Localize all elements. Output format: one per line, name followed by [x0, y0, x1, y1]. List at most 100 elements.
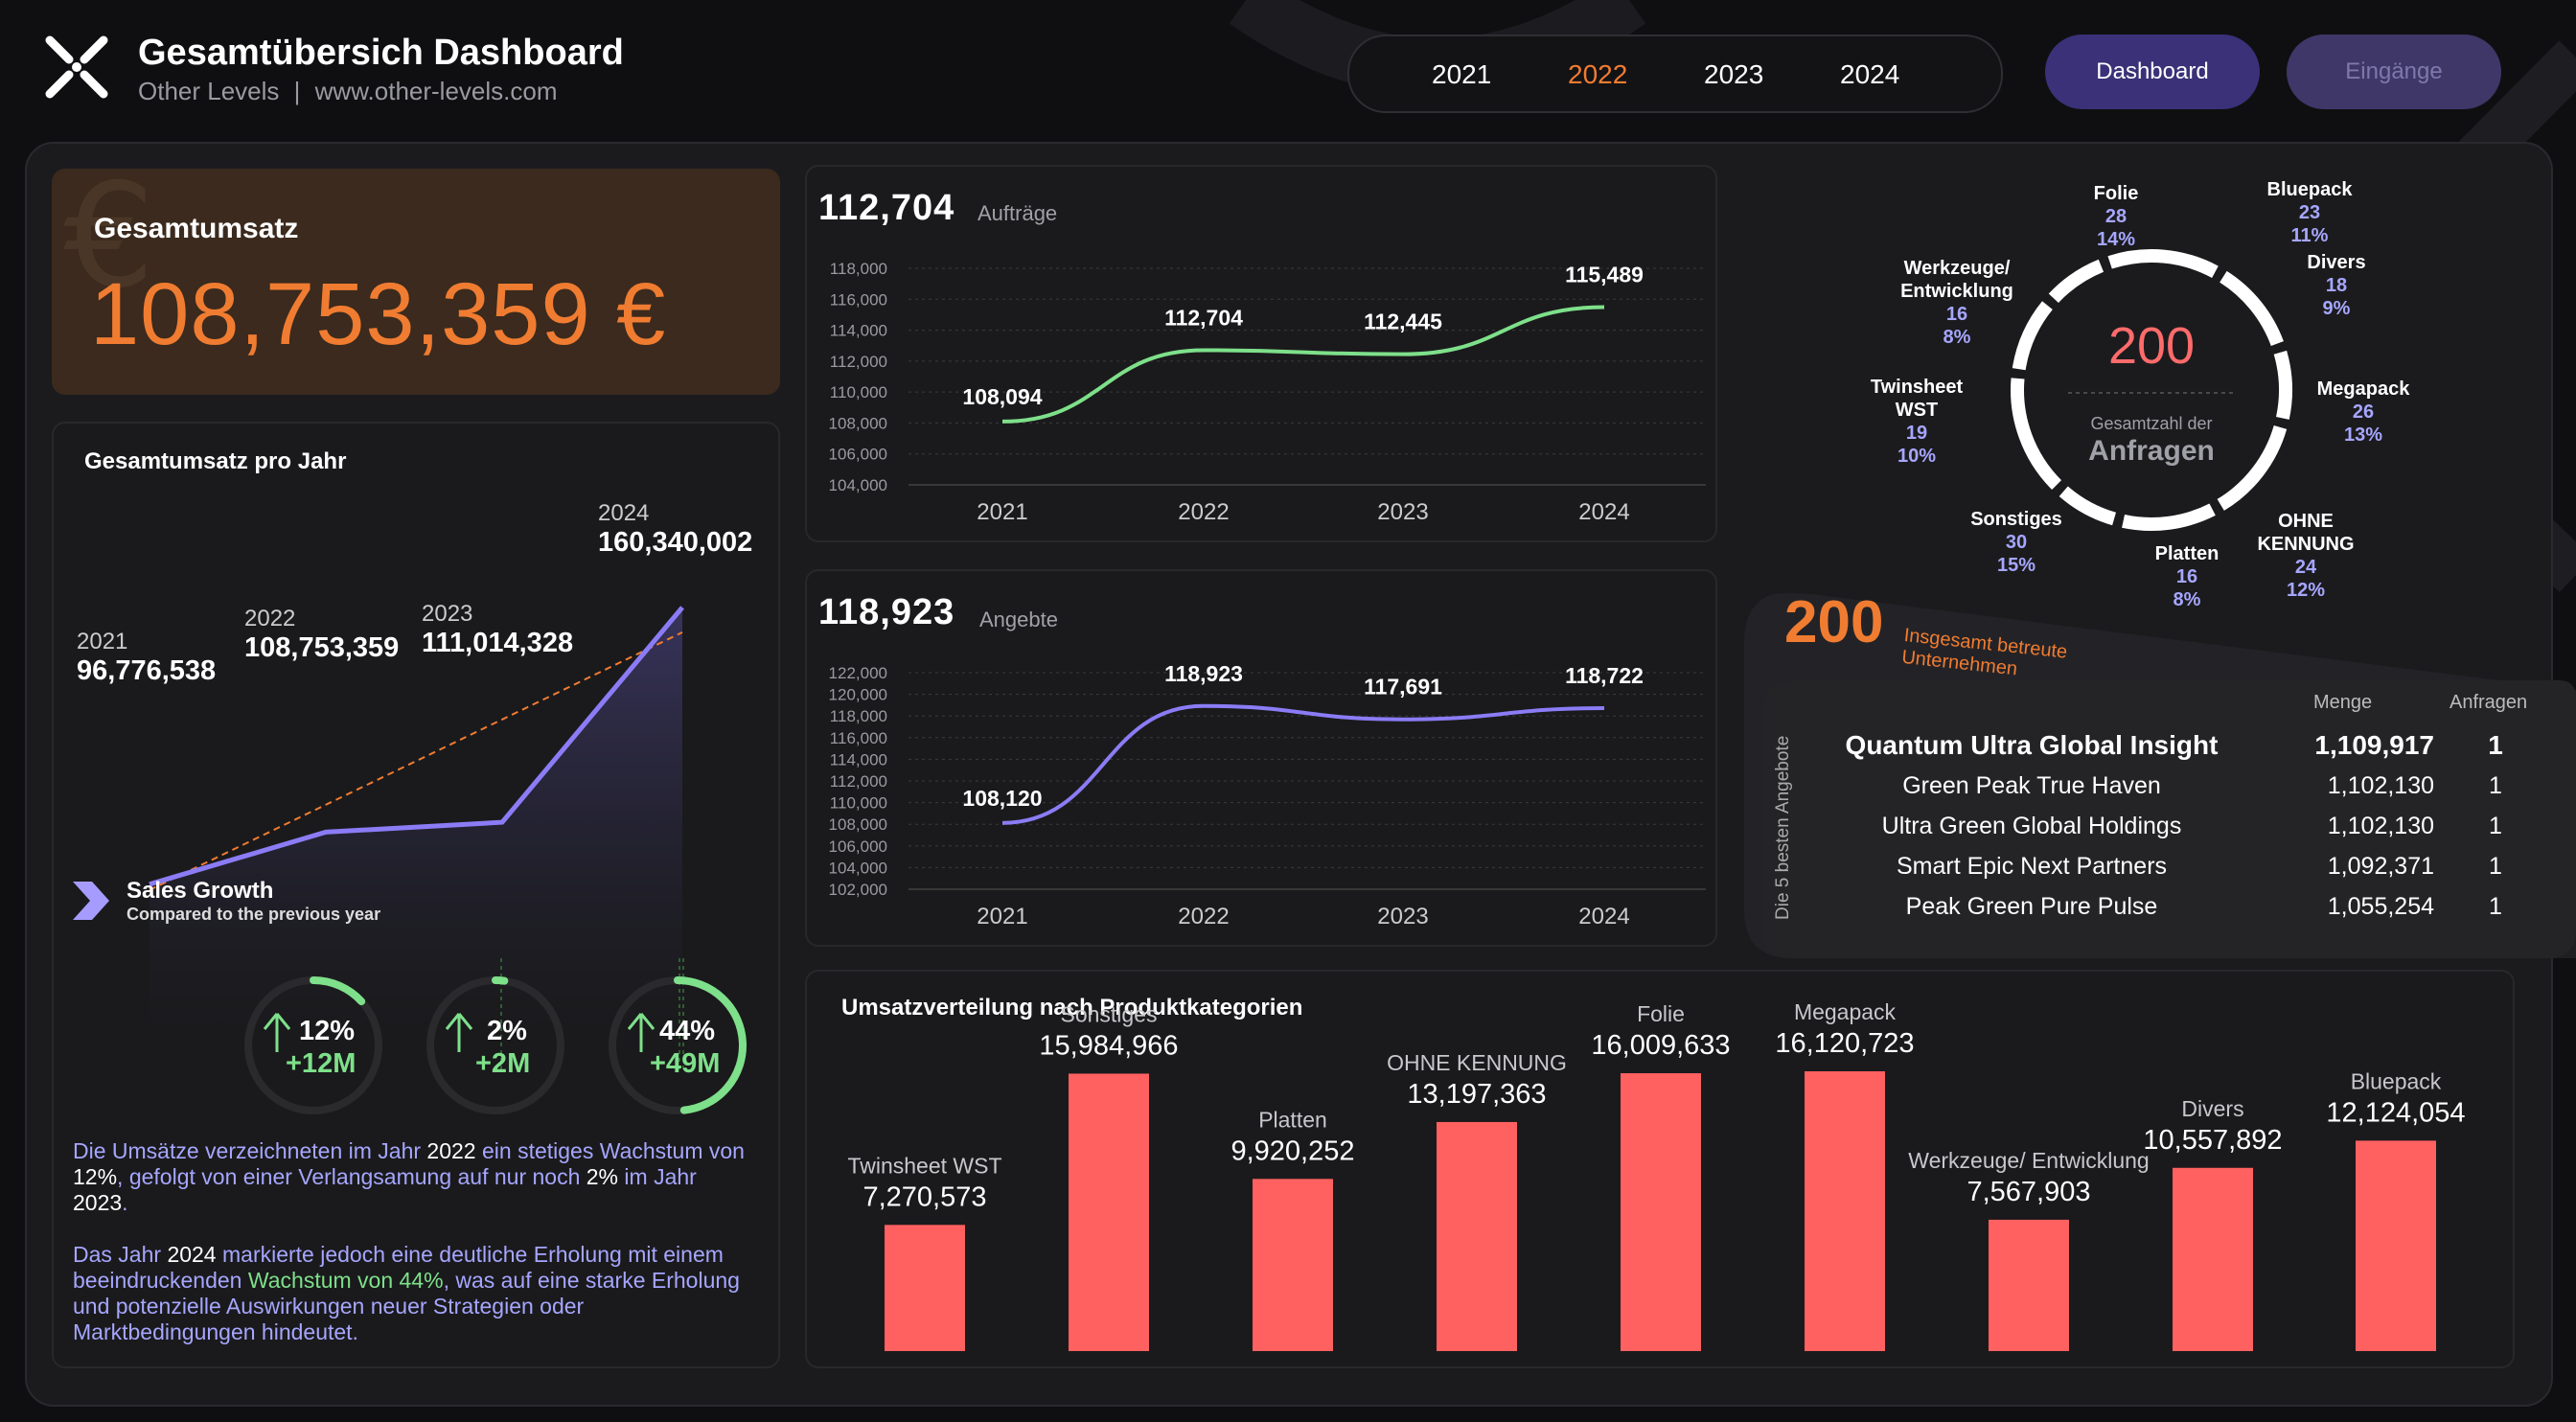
anfragen-label-1: Gesamtzahl der: [2090, 414, 2213, 433]
y-tick-label: 118,000: [830, 260, 887, 278]
yearly-revenue-title: Gesamtumsatz pro Jahr: [84, 448, 347, 474]
y-tick-label: 114,000: [830, 750, 887, 768]
bar-category-label: Megapack: [1794, 999, 1897, 1024]
svg-text:€: €: [63, 171, 154, 314]
growth-description-2: Das Jahr 2024 markierte jedoch eine deut…: [73, 1242, 740, 1344]
donut-segment: [2122, 503, 2216, 531]
ring-progress: [492, 976, 509, 985]
data-label: 115,489: [1565, 263, 1644, 287]
growth-ring-2022-gauge: [244, 976, 382, 1114]
data-label: 108,120: [962, 786, 1042, 811]
bar: [1069, 1073, 1149, 1351]
y-tick-label: 108,000: [829, 414, 887, 432]
yearly-area-chart: [149, 606, 684, 1073]
arrow-up-icon: [263, 1013, 291, 1052]
top5-row-name[interactable]: Quantum Ultra Global Insight: [1845, 730, 2219, 760]
donut-label-name: KENNUNG: [2257, 534, 2355, 555]
donut-label-count: 19: [1905, 423, 1928, 444]
brand-url[interactable]: www.other-levels.com: [314, 77, 558, 105]
bar: [1253, 1179, 1333, 1351]
top5-row-menge: 1,102,130: [2327, 772, 2434, 799]
top5-row-name[interactable]: Green Peak True Haven: [1902, 772, 2161, 799]
donut-label-count: 16: [2175, 566, 2198, 587]
donut-label-count: 26: [2352, 401, 2375, 423]
bar: [1437, 1121, 1517, 1351]
bar: [1805, 1071, 1885, 1351]
donut-segment: [2107, 249, 2219, 278]
total-revenue-label: Gesamtumsatz: [94, 213, 299, 244]
donut-label-name: Divers: [2307, 252, 2366, 273]
x-tick-label: 2023: [1377, 499, 1428, 525]
year-value-2023: 111,014,328: [422, 628, 574, 658]
donut-label: Bluepack 23 11%: [2252, 178, 2367, 247]
bar-value-label: 10,557,892: [2143, 1125, 2282, 1156]
yearly-area-fill: [150, 607, 682, 1044]
donut-label-pct: 8%: [2173, 589, 2201, 610]
year-label-2022: 2022: [244, 606, 296, 631]
anfragen-total: 200: [2107, 317, 2196, 375]
y-tick-label: 110,000: [830, 794, 887, 813]
donut-label-pct: 11%: [2290, 225, 2329, 246]
angebote-value: 118,923: [818, 592, 955, 632]
companies-count: 200: [1784, 589, 1884, 655]
y-tick-label: 116,000: [830, 729, 887, 747]
donut-segment: [2220, 270, 2284, 347]
bar-value-label: 12,124,054: [2326, 1097, 2465, 1128]
top5-row-name[interactable]: Peak Green Pure Pulse: [1905, 893, 2158, 920]
y-tick-label: 116,000: [830, 290, 887, 309]
bar-value-label: 9,920,252: [1230, 1135, 1354, 1166]
donut-segment: [2273, 350, 2292, 420]
y-tick-label: 118,000: [830, 707, 887, 725]
top5-row-menge: 1,109,917: [2314, 730, 2434, 760]
brand-name: Other Levels: [138, 77, 280, 105]
donut-label-count: 23: [2298, 202, 2321, 223]
donut-label-name: Bluepack: [2266, 179, 2353, 200]
y-tick-label: 102,000: [829, 881, 887, 899]
euro-watermark-icon: €: [63, 171, 154, 314]
y-tick-label: 120,000: [829, 686, 887, 704]
year-tab-2023[interactable]: 2023: [1704, 59, 1764, 89]
donut-label: Twinsheet WST 19 10%: [1859, 376, 1974, 468]
eingaenge-button[interactable]: Eingänge: [2287, 34, 2501, 109]
top5-row-name[interactable]: Smart Epic Next Partners: [1896, 853, 2168, 880]
data-label: 112,704: [1164, 305, 1243, 330]
dashboard-button[interactable]: Dashboard: [2045, 34, 2260, 109]
donut-label-pct: 15%: [1996, 555, 2036, 576]
yearly-trend-line: [149, 631, 683, 891]
bar-category-label: Platten: [1258, 1107, 1327, 1132]
donut-label: Werkzeuge/Entwicklung 16 8%: [1899, 257, 2014, 349]
y-tick-label: 108,000: [829, 815, 887, 834]
bar-value-label: 7,270,573: [862, 1181, 986, 1212]
y-tick-label: 114,000: [830, 322, 887, 340]
angebote-line-chart: 102,000 104,000 106,000 108,000 110,000 112,0…: [829, 661, 1706, 929]
bar-value-label: 16,009,633: [1591, 1030, 1730, 1061]
top5-row-menge: 1,092,371: [2327, 853, 2434, 880]
year-tab-2022[interactable]: 2022: [1568, 59, 1628, 89]
series-line: [1001, 703, 1605, 825]
angebote-label: Angebte: [979, 608, 1058, 631]
donut-label-name: Entwicklung: [1900, 281, 2013, 302]
growth-pct-2023: 2%: [487, 1016, 527, 1046]
growth-ring-2024-gauge: [609, 976, 747, 1114]
bar-category-label: Bluepack: [2351, 1068, 2442, 1093]
category-bar-title: Umsatzverteilung nach Produktkategorien: [841, 995, 1303, 1021]
donut-label: OHNE KENNUNG 24 12%: [2248, 510, 2363, 602]
top5-row-name[interactable]: Ultra Green Global Holdings: [1881, 813, 2182, 839]
top5-row-anfragen: 1: [2489, 893, 2502, 920]
total-revenue-card: € Gesamtumsatz 108,753,359 €: [52, 169, 780, 395]
top5-row-menge: 1,102,130: [2327, 813, 2434, 839]
bar-category-label: Folie: [1637, 1001, 1685, 1026]
donut-label-pct: 8%: [1943, 327, 1971, 348]
y-tick-label: 106,000: [829, 446, 887, 464]
arrow-up-icon: [445, 1013, 473, 1052]
y-tick-label: 104,000: [829, 476, 887, 494]
year-value-2021: 96,776,538: [77, 655, 217, 686]
donut-segment: [2048, 259, 2104, 304]
data-label: 118,923: [1164, 661, 1243, 686]
year-tab-2021[interactable]: 2021: [1432, 59, 1492, 89]
donut-label-pct: 13%: [2343, 424, 2383, 446]
x-tick-label: 2021: [977, 904, 1027, 929]
x-tick-label: 2024: [1578, 499, 1629, 525]
year-tab-2024[interactable]: 2024: [1840, 59, 1900, 89]
donut-label-pct: 9%: [2322, 298, 2351, 319]
